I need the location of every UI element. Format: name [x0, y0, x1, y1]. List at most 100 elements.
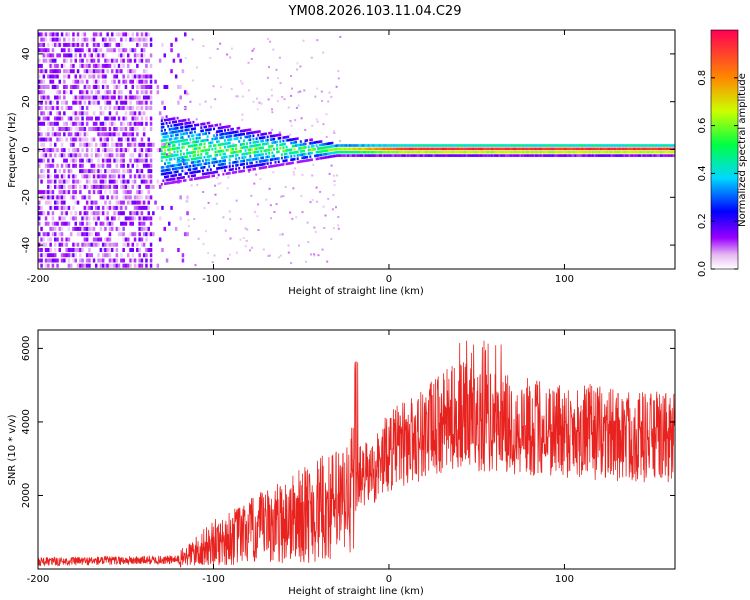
- heatmap-cell: [111, 258, 114, 263]
- heatmap-cell: [601, 147, 604, 151]
- heatmap-cell: [101, 69, 105, 74]
- heatmap-cell: [124, 237, 128, 242]
- heatmap-cell: [260, 156, 263, 160]
- heatmap-cell: [303, 159, 305, 163]
- heatmap-cell: [156, 263, 160, 268]
- heatmap-cell: [604, 147, 607, 151]
- heatmap-cell: [636, 144, 639, 147]
- heatmap-cell: [111, 205, 114, 210]
- heatmap-cell: [282, 139, 285, 143]
- heatmap-cell: [88, 74, 91, 79]
- heatmap-cell: [275, 68, 278, 71]
- heatmap-cell: [56, 100, 59, 105]
- heatmap-cell: [306, 139, 309, 142]
- heatmap-cell: [347, 150, 350, 154]
- heatmap-cell: [321, 99, 324, 102]
- heatmap-cell: [47, 116, 50, 121]
- heatmap-cell: [517, 154, 520, 157]
- heatmap-cell: [54, 69, 57, 74]
- heatmap-cell: [315, 144, 318, 147]
- heatmap-cell: [42, 174, 46, 179]
- heatmap-cell: [72, 42, 75, 47]
- heatmap-cell: [650, 154, 653, 157]
- heatmap-cell: [208, 128, 211, 131]
- heatmap-cell: [147, 58, 150, 63]
- heatmap-cell: [49, 79, 52, 84]
- heatmap-cell: [266, 135, 269, 139]
- heatmap-cell: [83, 74, 87, 79]
- heatmap-cell: [404, 150, 407, 154]
- heatmap-cell: [614, 150, 617, 154]
- heatmap-cell: [599, 144, 602, 147]
- x-tick-label: -200: [27, 274, 50, 285]
- heatmap-cell: [120, 174, 123, 179]
- heatmap-cell: [209, 168, 212, 171]
- heatmap-cell: [502, 150, 504, 154]
- heatmap-cell: [340, 144, 343, 147]
- heatmap-cell: [47, 42, 50, 47]
- heatmap-cell: [206, 155, 209, 158]
- heatmap-cell: [269, 148, 272, 151]
- heatmap-cell: [51, 121, 55, 126]
- heatmap-cell: [235, 154, 238, 157]
- heatmap-cell: [117, 32, 121, 37]
- heatmap-cell: [337, 216, 340, 218]
- heatmap-cell: [405, 150, 408, 154]
- heatmap-cell: [149, 148, 153, 153]
- heatmap-cell: [187, 141, 190, 145]
- heatmap-cell: [265, 152, 268, 156]
- heatmap-cell: [307, 145, 310, 149]
- heatmap-cell: [617, 147, 620, 151]
- heatmap-cell: [176, 163, 179, 167]
- heatmap-cell: [122, 63, 125, 68]
- heatmap-cell: [448, 144, 451, 147]
- heatmap-cell: [63, 95, 66, 100]
- heatmap-cell: [415, 154, 418, 157]
- heatmap-cell: [69, 184, 73, 189]
- heatmap-cell: [74, 195, 77, 200]
- heatmap-cell: [120, 69, 123, 74]
- heatmap-cell: [400, 144, 403, 147]
- heatmap-cell: [203, 207, 206, 210]
- heatmap-cell: [182, 162, 185, 166]
- heatmap-cell: [181, 166, 184, 169]
- heatmap-cell: [192, 79, 195, 82]
- heatmap-cell: [201, 166, 204, 169]
- heatmap-cell: [265, 132, 268, 136]
- heatmap-cell: [42, 148, 46, 153]
- heatmap-cell: [171, 131, 174, 134]
- heatmap-cell: [160, 156, 163, 159]
- heatmap-cell: [158, 58, 162, 63]
- heatmap-cell: [427, 150, 430, 154]
- heatmap-cell: [211, 141, 214, 144]
- heatmap-cell: [129, 121, 132, 126]
- heatmap-cell: [235, 157, 238, 160]
- heatmap-cell: [391, 144, 394, 147]
- heatmap-cell: [335, 85, 338, 88]
- heatmap-cell: [54, 85, 57, 89]
- heatmap-cell: [115, 132, 119, 137]
- heatmap-cell: [183, 107, 186, 110]
- heatmap-cell: [623, 150, 626, 154]
- heatmap-cell: [222, 152, 225, 156]
- heatmap-cell: [255, 147, 258, 150]
- heatmap-cell: [285, 152, 288, 156]
- heatmap-cell: [113, 242, 116, 247]
- heatmap-cell: [489, 144, 492, 147]
- heatmap-cell: [104, 158, 107, 163]
- heatmap-cell: [63, 148, 66, 153]
- heatmap-cell: [174, 74, 178, 79]
- heatmap-cell: [99, 174, 103, 179]
- heatmap-cell: [186, 211, 189, 216]
- heatmap-cell: [122, 121, 125, 126]
- heatmap-cell: [324, 214, 327, 217]
- heatmap-cell: [203, 142, 206, 146]
- heatmap-cell: [115, 111, 119, 116]
- heatmap-cell: [69, 211, 73, 216]
- heatmap-cell: [47, 232, 50, 237]
- heatmap-cell: [97, 190, 100, 195]
- heatmap-cell: [350, 147, 353, 151]
